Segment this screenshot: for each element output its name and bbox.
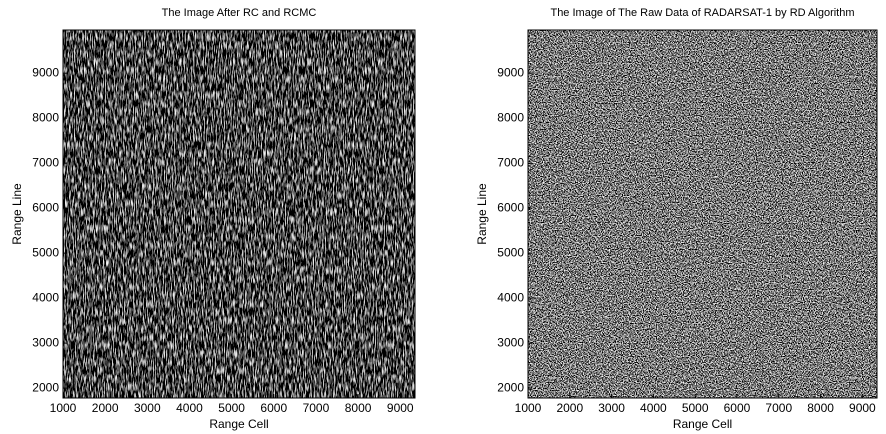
x-tick-label: 3000 [134,401,161,415]
y-tick-label: 3000 [497,335,524,349]
y-tick-label: 5000 [497,245,524,259]
axes-box [62,29,416,399]
y-axis-label: Range Line [475,183,489,245]
x-tick-label: 8000 [345,401,372,415]
y-tick-label: 6000 [497,200,524,214]
chart-title: The Image After RC and RCMC [162,7,317,19]
x-tick-label: 6000 [260,401,287,415]
x-tick-label: 9000 [849,401,876,415]
y-tick-label: 6000 [32,200,59,214]
y-tick-label: 4000 [497,290,524,304]
x-tick-label: 4000 [176,401,203,415]
y-tick-label: 4000 [32,290,59,304]
x-tick-label: 7000 [303,401,330,415]
x-tick-label: 2000 [92,401,119,415]
sar-image [528,30,877,398]
y-tick-label: 7000 [497,155,524,169]
x-tick-label: 5000 [218,401,245,415]
y-tick-label: 3000 [32,335,59,349]
chart-title: The Image of The Raw Data of RADARSAT-1 … [550,7,854,19]
y-tick-label: 7000 [32,155,59,169]
sar-image [63,30,415,398]
x-tick-label: 4000 [640,401,667,415]
y-tick-label: 2000 [32,380,59,394]
x-tick-label: 7000 [765,401,792,415]
y-tick-label: 9000 [32,65,59,79]
y-tick-label: 9000 [497,65,524,79]
y-tick-label: 8000 [497,110,524,124]
axes-box [527,29,878,399]
x-tick-label: 9000 [387,401,414,415]
x-tick-label: 3000 [598,401,625,415]
x-tick-label: 6000 [724,401,751,415]
x-axis-label: Range Cell [209,417,268,431]
x-tick-label: 1000 [515,401,542,415]
x-axis-label: Range Cell [673,417,732,431]
x-tick-label: 1000 [50,401,77,415]
y-tick-label: 2000 [497,380,524,394]
y-tick-label: 5000 [32,245,59,259]
y-tick-label: 8000 [32,110,59,124]
x-tick-label: 8000 [807,401,834,415]
y-axis-label: Range Line [10,183,24,245]
x-tick-label: 5000 [682,401,709,415]
x-tick-label: 2000 [556,401,583,415]
